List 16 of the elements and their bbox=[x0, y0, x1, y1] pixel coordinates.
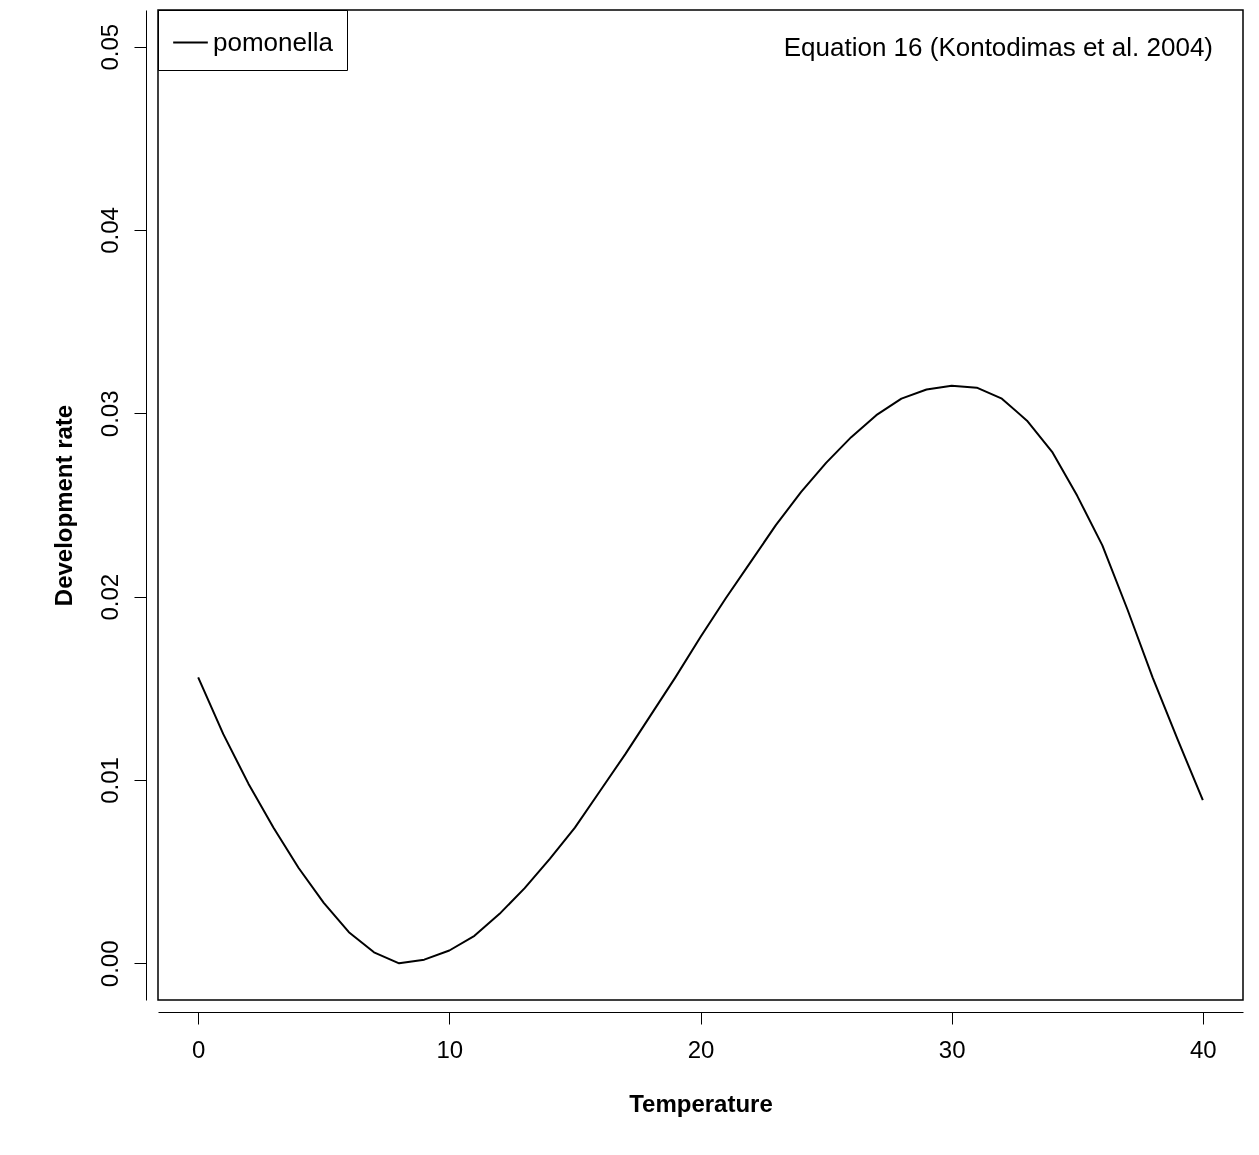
line-series bbox=[197, 384, 1204, 965]
x-tick-label: 0 bbox=[192, 1035, 206, 1063]
y-tick-label: 0.01 bbox=[95, 757, 123, 804]
y-tick-label: 0.04 bbox=[95, 207, 123, 254]
y-tick-label: 0.00 bbox=[95, 940, 123, 988]
y-tick-label: 0.02 bbox=[95, 573, 123, 621]
x-tick-label: 20 bbox=[687, 1035, 715, 1063]
x-tick-label: 30 bbox=[938, 1035, 966, 1063]
annotation: Equation 16 (Kontodimas et al. 2004) bbox=[783, 32, 1213, 62]
y-axis-title: Development rate bbox=[49, 404, 77, 607]
y-tick-label: 0.03 bbox=[95, 390, 123, 438]
x-axis-title: Temperature bbox=[629, 1089, 773, 1117]
y-tick-label: 0.05 bbox=[95, 23, 123, 71]
x-tick-label: 10 bbox=[436, 1035, 464, 1063]
x-tick-label: 40 bbox=[1189, 1035, 1217, 1063]
legend-label: pomonella bbox=[213, 26, 334, 57]
